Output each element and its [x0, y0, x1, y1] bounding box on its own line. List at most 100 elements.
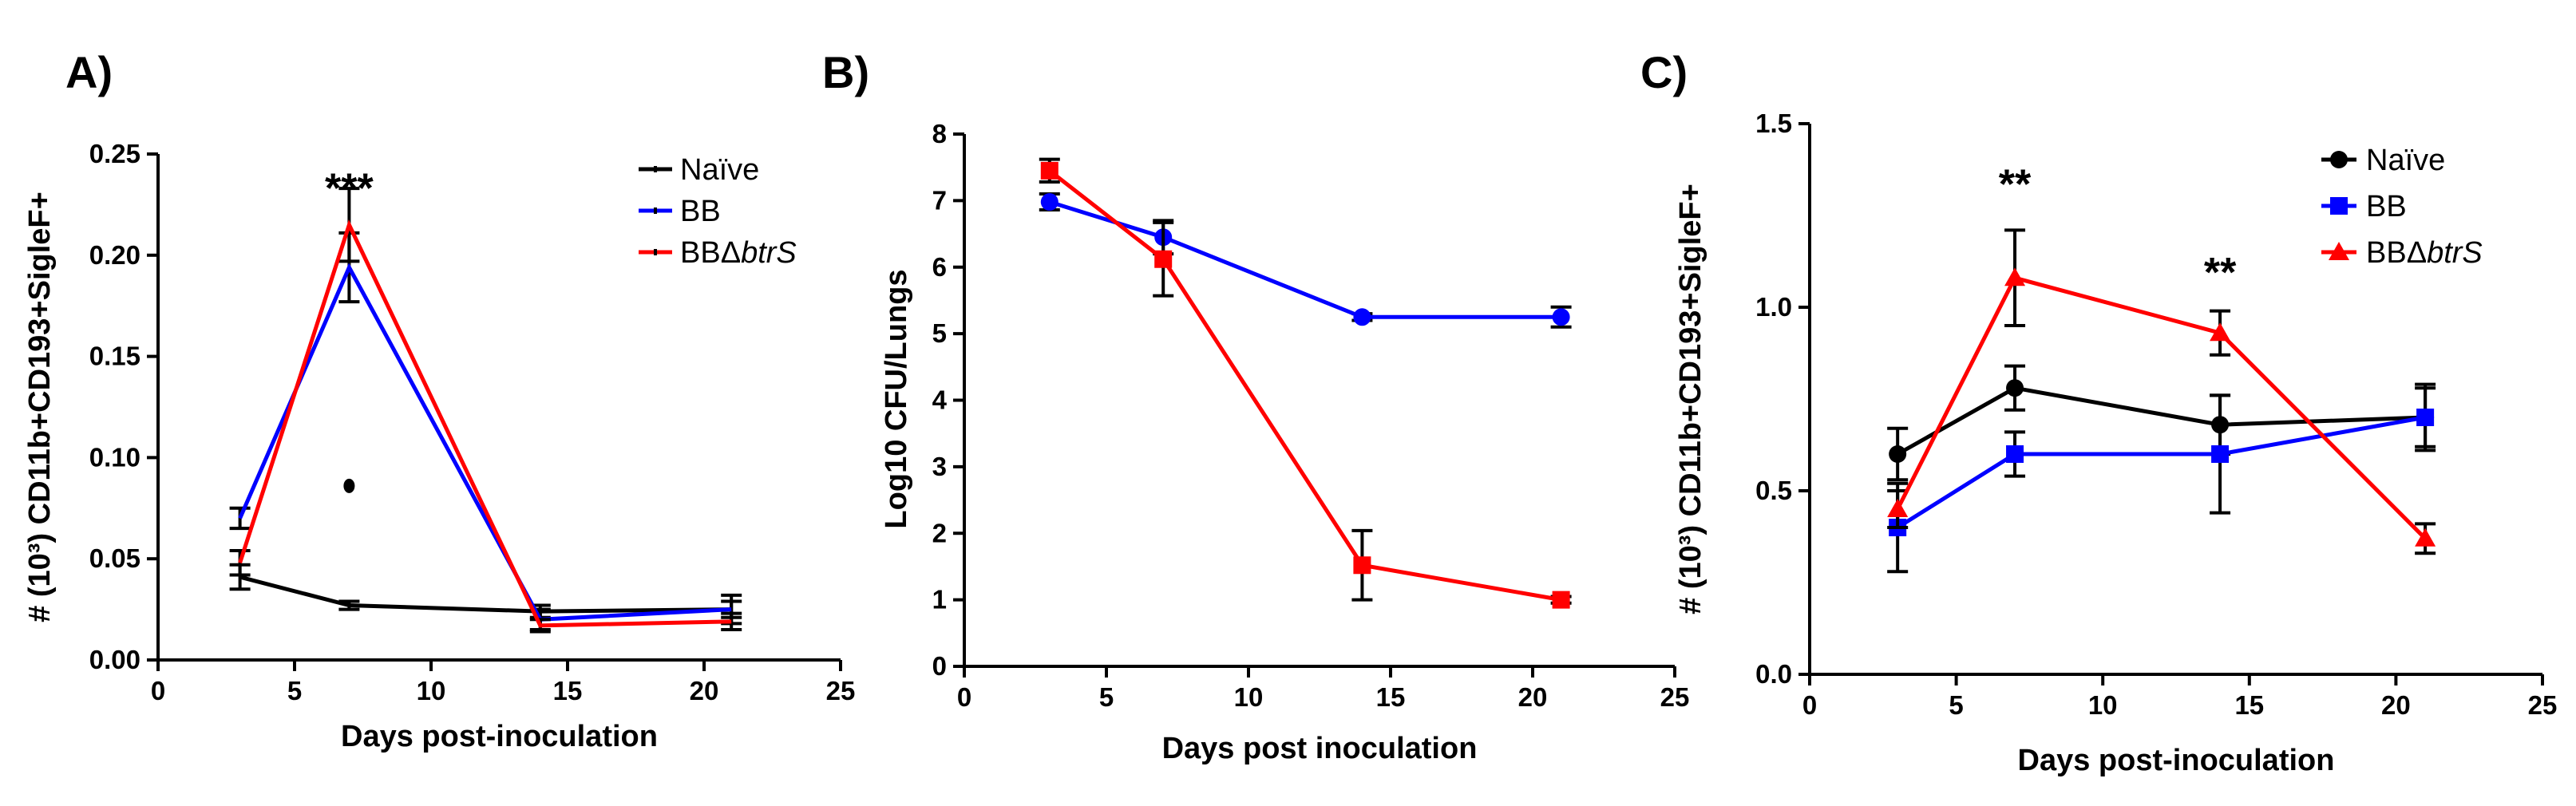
data-point — [2416, 409, 2435, 426]
panel-c: C) 0 5 10 15 20 25 0.0 0.5 1.0 1.5 Days post-inocul… — [1640, 47, 2557, 777]
x-tick-label: 25 — [1660, 682, 1690, 712]
y-tick-label: 2 — [932, 518, 947, 547]
data-point — [2210, 322, 2231, 342]
x-tick-label: 25 — [826, 676, 856, 705]
y-axis-label: # (10³) CD11b+CD193+SigleF+ — [1674, 184, 1707, 614]
y-tick-label: 1.5 — [1755, 109, 1792, 138]
x-tick-label: 0 — [957, 682, 971, 712]
data-point — [1040, 161, 1058, 180]
data-point — [2004, 267, 2026, 286]
y-tick-label: 0.10 — [89, 442, 140, 472]
x-tick-label: 25 — [2528, 690, 2558, 720]
outlier-point — [343, 478, 355, 493]
data-point — [1353, 556, 1371, 575]
legend-label: Naïve — [680, 153, 759, 187]
series-1 — [1039, 157, 1572, 609]
x-tick-label: 0 — [151, 676, 165, 705]
series-line — [238, 219, 732, 628]
x-tick-label: 15 — [1376, 682, 1406, 712]
data-point — [1552, 308, 1570, 326]
series-0 — [1039, 192, 1572, 329]
legend-marker — [2329, 242, 2349, 260]
y-tick-label: 0.25 — [89, 139, 140, 168]
series-0 — [229, 563, 742, 619]
x-tick-label: 10 — [417, 676, 446, 705]
legend-label-italic: btrS — [2427, 236, 2483, 270]
series-line — [239, 575, 732, 614]
x-axis-label: Days post inoculation — [1162, 732, 1478, 765]
data-point — [1889, 445, 1907, 463]
y-tick-label: 0.05 — [89, 543, 140, 573]
series-1 — [229, 231, 742, 631]
legend-label-text: Naïve — [2366, 144, 2445, 177]
x-tick-label: 10 — [1234, 682, 1264, 712]
series-line — [1896, 385, 2426, 456]
series-line — [238, 263, 732, 622]
legend-label-text: BBΔ — [2366, 236, 2427, 270]
y-tick-label: 0.00 — [89, 645, 140, 674]
y-tick-label: 1 — [932, 585, 947, 614]
panel-label: B) — [822, 47, 869, 97]
y-tick-label: 7 — [932, 185, 947, 215]
x-tick-label: 10 — [2088, 690, 2118, 720]
significance-annotation: *** — [325, 166, 374, 212]
x-tick-label: 5 — [1099, 682, 1114, 712]
series-line — [1895, 275, 2427, 540]
legend-label: BB — [680, 195, 721, 228]
data-point — [1353, 308, 1371, 326]
x-tick-label: 20 — [690, 676, 719, 705]
y-tick-label: 0 — [932, 651, 947, 681]
series-2 — [229, 187, 742, 634]
x-tick-label: 20 — [2381, 690, 2411, 720]
y-tick-label: 1.0 — [1755, 292, 1792, 322]
y-tick-label: 0.0 — [1755, 659, 1792, 689]
panel-b: B) 0 5 10 15 20 25 0 1 2 3 4 5 6 7 8 Days post inoculati… — [822, 47, 1689, 765]
legend-marker — [2330, 197, 2348, 215]
legend-label: BBΔbtrS — [680, 236, 797, 270]
legend-label-italic: btrS — [741, 236, 797, 270]
significance-annotation: ** — [2204, 250, 2237, 296]
series-2 — [1887, 228, 2436, 555]
x-tick-label: 5 — [287, 676, 302, 705]
data-point — [1552, 591, 1570, 609]
panel-a: A) 0 5 10 15 20 25 0.00 0.05 0.10 0.15 0.20 0.25 Days… — [23, 47, 855, 753]
legend-label-text: BB — [680, 195, 721, 228]
legend-label: BBΔbtrS — [2366, 236, 2483, 270]
y-axis-label: Log10 CFU/Lungs — [880, 269, 913, 528]
y-tick-label: 5 — [932, 318, 947, 348]
legend: Naïve BB BBΔbtrS — [2321, 144, 2483, 270]
y-tick-label: 8 — [932, 119, 947, 148]
data-point — [2006, 379, 2024, 397]
series-1 — [1887, 386, 2436, 574]
y-tick-label: 6 — [932, 252, 947, 282]
data-point — [1154, 250, 1173, 268]
x-tick-label: 5 — [1949, 690, 1963, 720]
series-0 — [1887, 364, 2436, 482]
legend-label: BB — [2366, 190, 2407, 223]
legend-label-text: Naïve — [680, 153, 759, 187]
x-tick-label: 15 — [553, 676, 583, 705]
y-tick-label: 0.15 — [89, 342, 140, 371]
panel-label: C) — [1640, 47, 1688, 97]
x-tick-label: 0 — [1802, 690, 1817, 720]
legend: Naïve BB BBΔbtrS — [639, 153, 797, 270]
legend-label-text: BB — [2366, 190, 2407, 223]
legend-marker — [2330, 151, 2348, 168]
x-tick-label: 15 — [2234, 690, 2264, 720]
data-point — [1887, 499, 1909, 517]
y-axis-label: # (10³) CD11b+CD193+SigleF+ — [23, 192, 57, 622]
legend-label: Naïve — [2366, 144, 2445, 177]
series-line — [1896, 415, 2426, 530]
data-point — [1040, 193, 1058, 211]
panel-label: A) — [65, 47, 113, 97]
significance-annotation: ** — [1999, 162, 2032, 208]
series-line — [1049, 200, 1561, 319]
x-axis-label: Days post-inoculation — [341, 720, 658, 753]
y-tick-label: 0.20 — [89, 240, 140, 270]
data-point — [2211, 445, 2230, 463]
y-tick-label: 4 — [932, 385, 948, 415]
x-tick-label: 20 — [1518, 682, 1548, 712]
data-point — [2415, 527, 2436, 547]
y-tick-label: 3 — [932, 452, 947, 481]
